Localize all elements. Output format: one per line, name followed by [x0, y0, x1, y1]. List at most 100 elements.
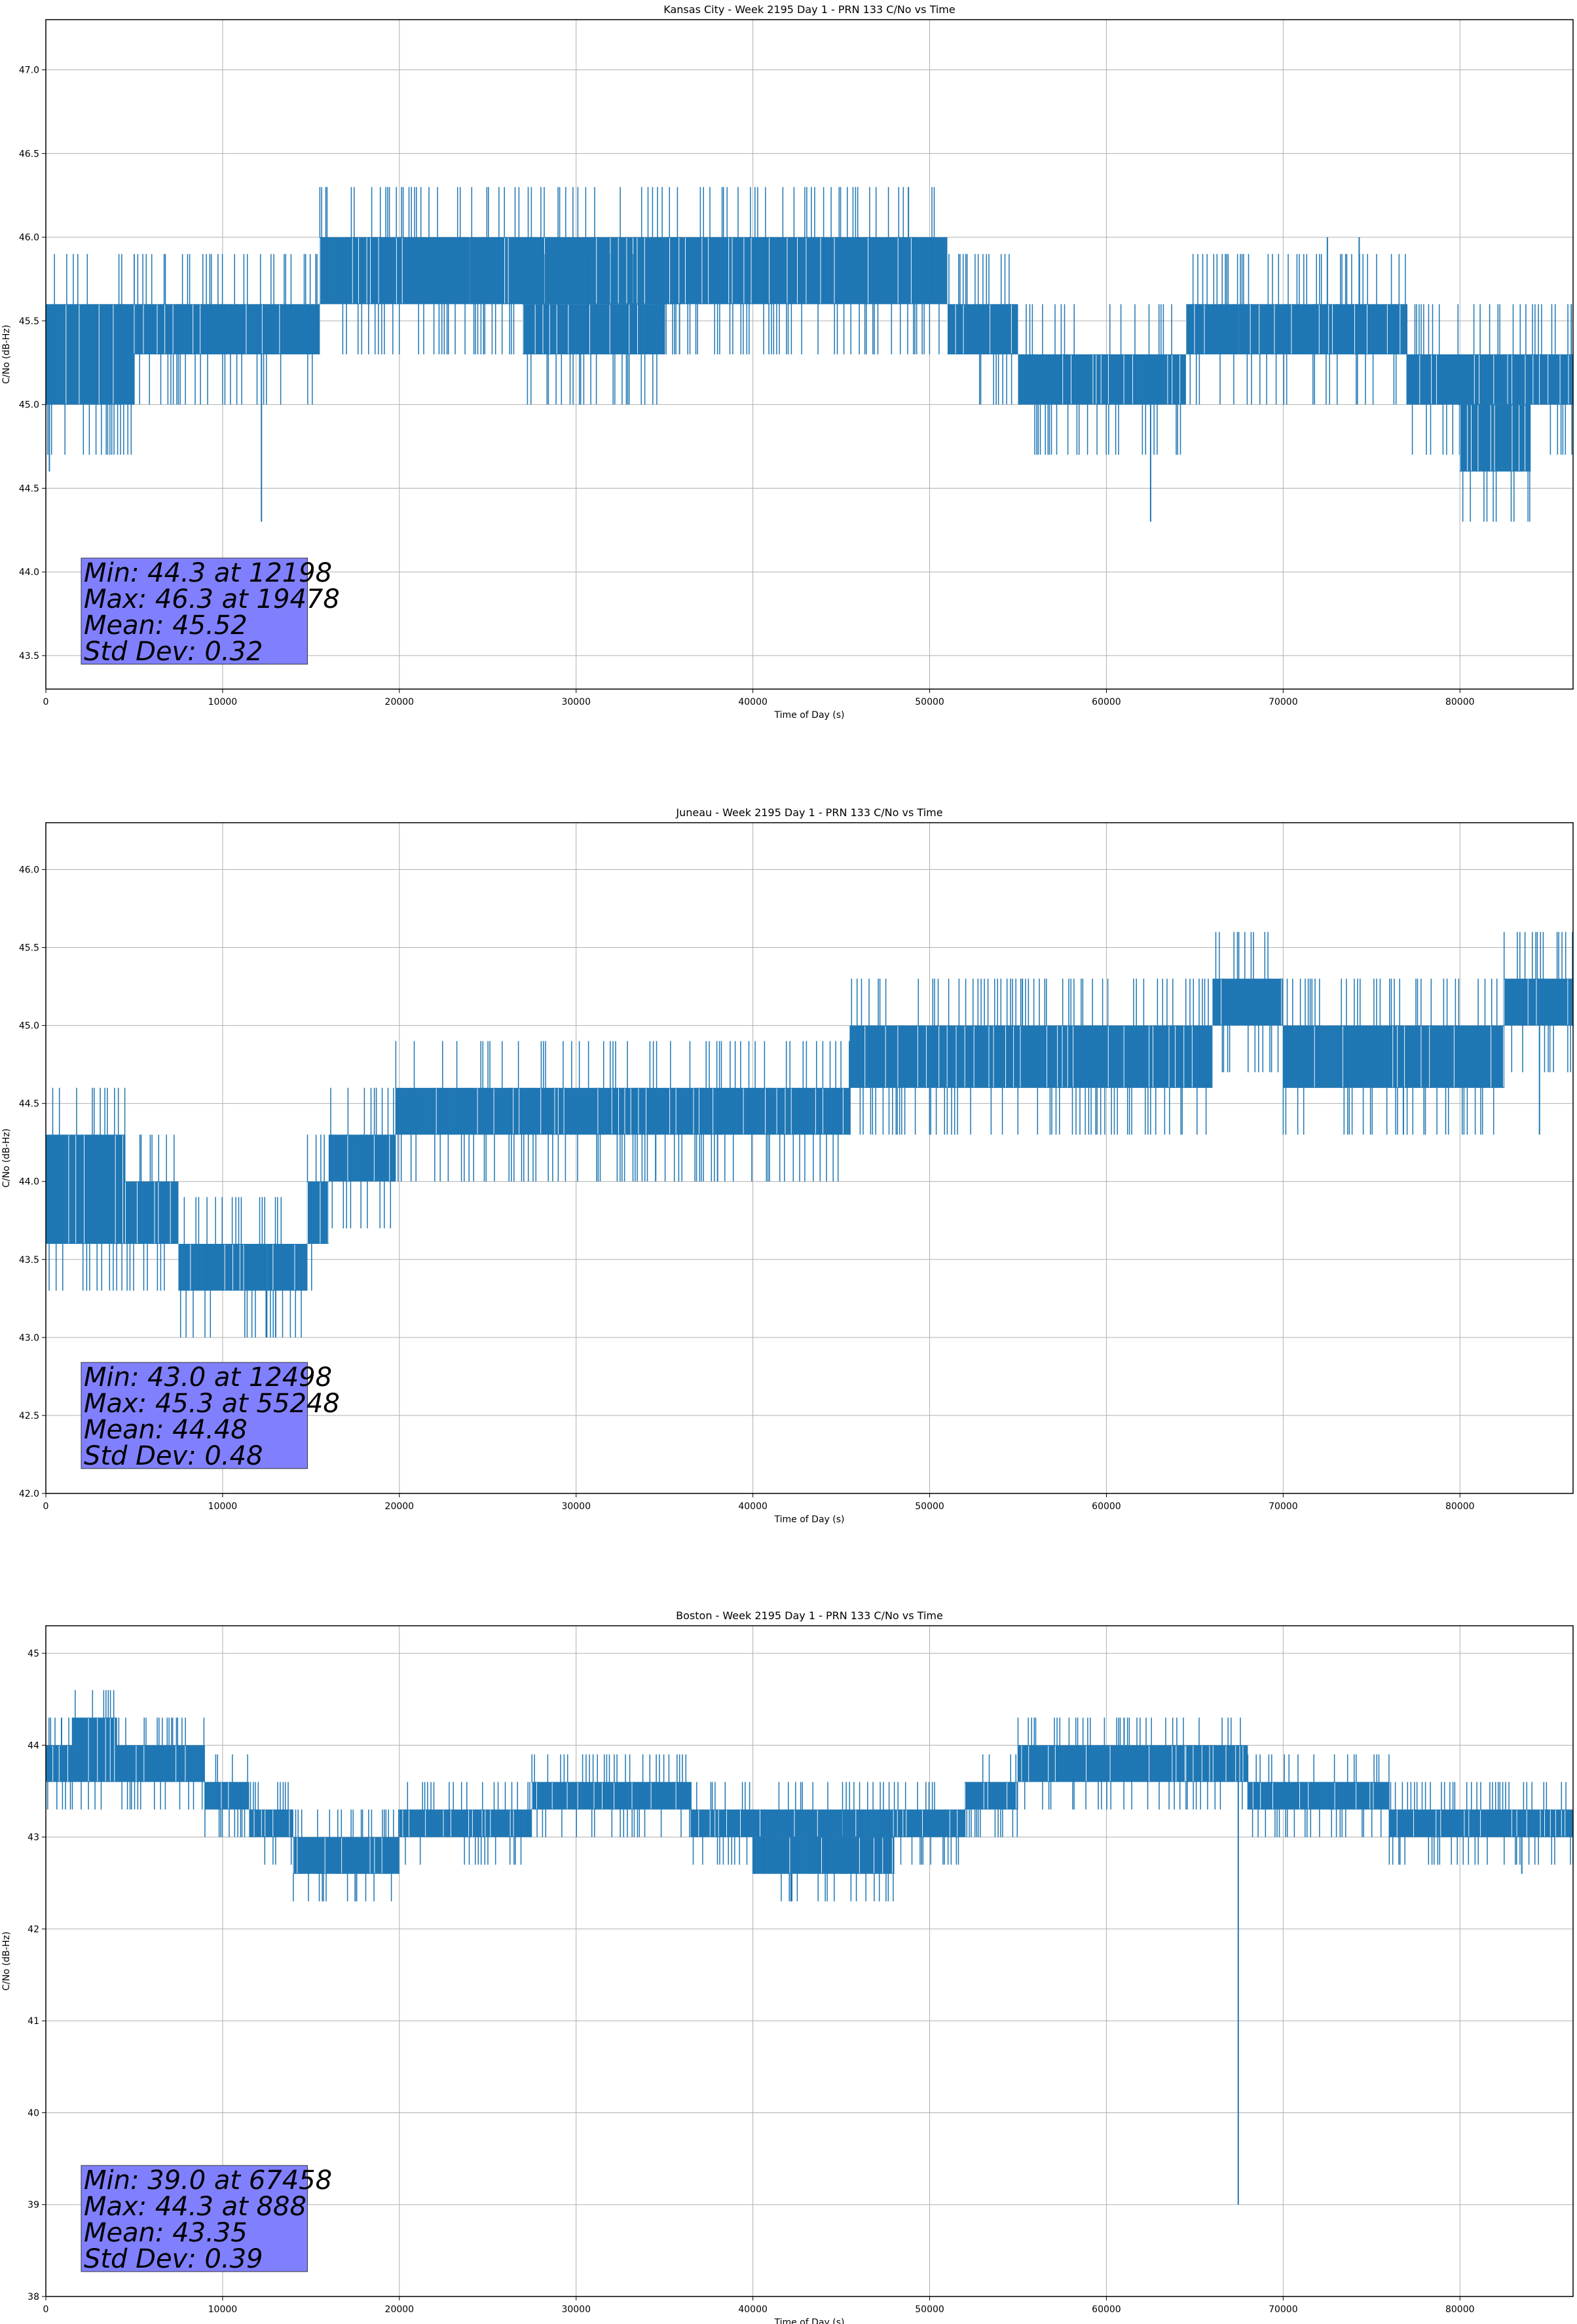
stats-box [81, 1362, 308, 1469]
data-gap [246, 305, 280, 354]
data-gap [897, 1810, 958, 1837]
data-flicker [1026, 304, 1181, 455]
chart-panel-2: Juneau - Week 2195 Day 1 - PRN 133 C/No … [1, 806, 1574, 1525]
x-tick-label: 10000 [208, 697, 238, 707]
data-flicker [1503, 931, 1573, 1072]
stats-line: Max: 44.3 at 888 [84, 2192, 306, 2222]
data-gap [1314, 1026, 1504, 1087]
x-tick-label: 30000 [561, 2304, 591, 2315]
x-tick-label: 50000 [915, 1501, 944, 1512]
data-gap [307, 1182, 329, 1243]
chart-title: Boston - Week 2195 Day 1 - PRN 133 C/No … [676, 1609, 943, 1622]
data-flicker [964, 1754, 1018, 1837]
data-band [1238, 304, 1407, 354]
y-tick-label: 45.5 [19, 316, 39, 327]
data-band [965, 1782, 1018, 1810]
chart-title: Juneau - Week 2195 Day 1 - PRN 133 C/No … [675, 806, 942, 819]
data-gap [1221, 979, 1282, 1025]
y-tick-label: 45.0 [19, 1021, 39, 1032]
data-flicker [250, 1782, 292, 1865]
data-flicker [1017, 1717, 1184, 1810]
x-tick-label: 60000 [1092, 2304, 1121, 2315]
y-tick-label: 38 [28, 2292, 39, 2302]
y-tick-label: 42 [28, 1924, 39, 1935]
x-tick-label: 10000 [208, 2304, 238, 2315]
x-tick-label: 70000 [1269, 1501, 1298, 1512]
stats-box [81, 557, 308, 665]
stats-line: Min: 39.0 at 67458 [84, 2165, 332, 2196]
y-tick-label: 47.0 [19, 66, 39, 76]
data-band [72, 1717, 117, 1782]
x-tick-label: 20000 [385, 1501, 415, 1512]
data-flicker [628, 253, 664, 405]
data-flicker [134, 253, 223, 405]
data-gap [1250, 305, 1401, 354]
y-tick-label: 43 [28, 1833, 39, 1843]
stats-line: Max: 46.3 at 19478 [84, 584, 340, 614]
stats-line: Min: 44.3 at 12198 [84, 558, 332, 588]
data-gap [272, 1245, 295, 1290]
chart-panel-3: Boston - Week 2195 Day 1 - PRN 133 C/No … [1, 1609, 1574, 2324]
y-axis-label: C/No (dB-Hz) [1, 325, 12, 384]
data-flicker [531, 1754, 690, 1837]
data-gap [347, 1135, 390, 1181]
data-flicker [523, 253, 629, 405]
data-gap [46, 1746, 68, 1782]
stats-line: Min: 43.0 at 12498 [84, 1362, 332, 1393]
y-tick-label: 42.5 [19, 1411, 39, 1421]
data-gap [1504, 979, 1568, 1025]
plot-frame [45, 822, 1574, 1494]
data-flicker [222, 253, 318, 405]
y-tick-label: 39 [28, 2200, 39, 2211]
x-tick-label: 50000 [915, 2304, 944, 2315]
y-axis-label: C/No (dB-Hz) [1, 1932, 12, 1991]
y-tick-label: 46.5 [19, 149, 39, 159]
y-tick-label: 44.5 [19, 483, 39, 494]
x-tick-label: 40000 [738, 2304, 768, 2315]
data-gap [1185, 1746, 1244, 1782]
data-series [46, 931, 1573, 1338]
data-band [307, 1181, 329, 1244]
stats-line: Mean: 44.48 [84, 1415, 248, 1445]
data-flicker [1388, 1782, 1573, 1865]
data-gap [1459, 405, 1526, 471]
stats-line: Std Dev: 0.48 [84, 1441, 263, 1471]
data-gap [65, 305, 114, 404]
x-tick-label: 20000 [385, 697, 415, 707]
data-gap [1062, 355, 1181, 404]
data-flicker [893, 1782, 959, 1865]
plot-frame [45, 1625, 1574, 2297]
data-band [1185, 304, 1239, 354]
data-gap [1252, 1782, 1374, 1809]
data-gap [1185, 305, 1205, 354]
data-gap [319, 238, 403, 304]
data-flicker [1282, 979, 1505, 1135]
data-band [1018, 354, 1186, 405]
data-band [249, 1809, 293, 1837]
data-band [1185, 1745, 1248, 1782]
data-flicker [330, 1087, 394, 1229]
data-band [1079, 1025, 1213, 1088]
data-flicker [948, 253, 1012, 405]
data-gap [293, 1837, 382, 1873]
data-series [46, 187, 1573, 522]
data-band [320, 237, 470, 305]
data-flicker [752, 1809, 894, 1902]
stats-line: Mean: 45.52 [84, 610, 248, 641]
x-axis-label: Time of Day (s) [774, 2317, 845, 2324]
y-tick-label: 40 [28, 2108, 39, 2118]
data-gap [136, 1746, 186, 1782]
data-gap [134, 305, 201, 354]
data-flicker [1215, 931, 1279, 1072]
data-flicker [48, 1087, 126, 1291]
data-band [328, 1134, 396, 1182]
data-gap [1419, 355, 1569, 404]
x-tick-label: 40000 [738, 697, 768, 707]
data-flicker [663, 187, 940, 354]
x-tick-label: 80000 [1445, 1501, 1475, 1512]
data-flicker [1189, 253, 1238, 405]
data-series [46, 1690, 1573, 2205]
data-flicker [46, 1717, 71, 1810]
x-tick-label: 0 [43, 697, 49, 707]
